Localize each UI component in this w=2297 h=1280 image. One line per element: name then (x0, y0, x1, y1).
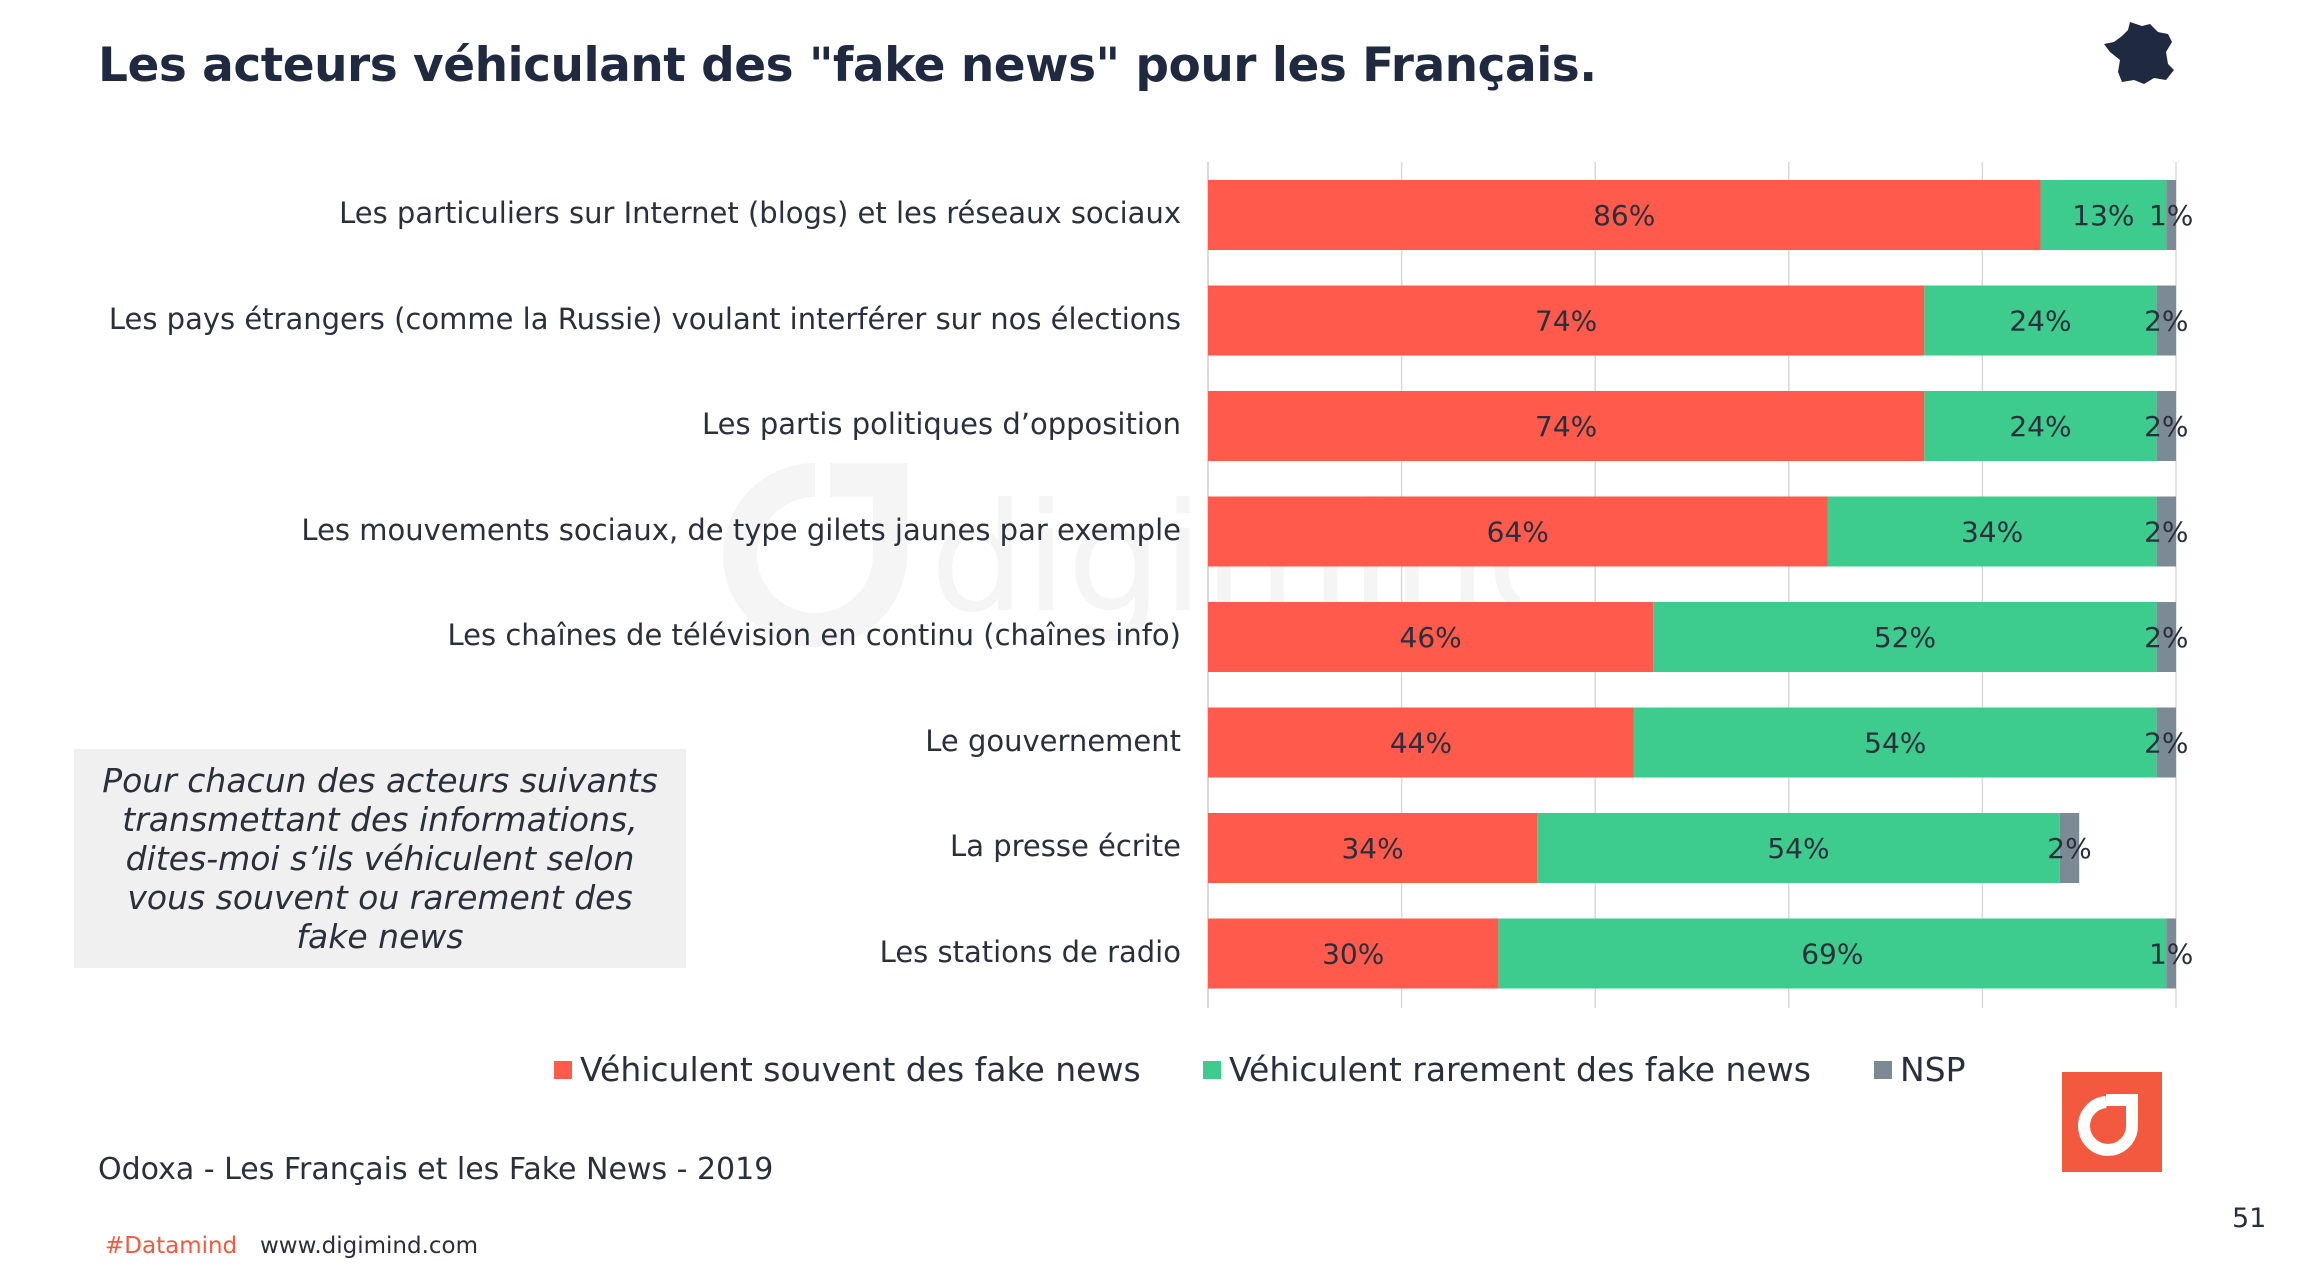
bar-segment-rarement (1924, 391, 2157, 461)
data-label: 54% (1767, 832, 1829, 865)
data-label: 34% (1961, 516, 2023, 549)
bar-segment-rarement (1827, 496, 2157, 567)
bar-segment-nsp (2156, 285, 2176, 356)
legend-item-souvent: Véhiculent souvent des fake news (554, 1050, 1141, 1089)
data-label: 2% (2144, 410, 2188, 443)
bar-segment-souvent (1208, 918, 1499, 989)
data-label: 24% (2009, 305, 2071, 338)
category-label: Les pays étrangers (comme la Russie) vou… (108, 301, 1181, 336)
bar-segment-rarement (2040, 180, 2167, 250)
category-label: La presse écrite (950, 829, 1181, 863)
bar-segment-nsp (2166, 180, 2176, 250)
legend-swatch-rarement (1203, 1060, 1221, 1079)
data-label: 1% (2149, 938, 2193, 971)
data-label: 74% (1535, 410, 1597, 443)
category-label: Le gouvernement (925, 723, 1181, 758)
data-label: 74% (1535, 305, 1597, 338)
france-map-icon (2104, 22, 2174, 84)
footer-url[interactable]: www.digimind.com (260, 1233, 479, 1259)
legend-label-rarement: Véhiculent rarement des fake news (1229, 1050, 1811, 1089)
data-label: 2% (2144, 516, 2188, 549)
legend: Véhiculent souvent des fake news Véhicul… (0, 1050, 2297, 1094)
category-label: Les partis politiques d’opposition (702, 407, 1181, 441)
data-label: 24% (2009, 410, 2071, 443)
bar-segment-souvent (1208, 602, 1654, 672)
data-label: 13% (2072, 199, 2134, 232)
data-label: 1% (2149, 199, 2193, 232)
bar-segment-rarement (1653, 602, 2157, 672)
data-label: 34% (1341, 832, 1403, 865)
bar-segment-rarement (1498, 918, 2167, 989)
data-label: 54% (1864, 727, 1926, 760)
footer-hashtag[interactable]: #Datamind (105, 1233, 238, 1259)
data-label: 2% (2144, 727, 2188, 760)
legend-label-nsp: NSP (1900, 1050, 1966, 1089)
page-number: 51 (2232, 1203, 2267, 1234)
data-label: 30% (1322, 938, 1384, 971)
data-label: 69% (1801, 938, 1863, 971)
bar-segment-souvent (1208, 813, 1538, 883)
bar-segment-nsp (2156, 602, 2176, 672)
data-label: 2% (2144, 305, 2188, 338)
bar-segment-nsp (2166, 918, 2176, 989)
bar-segment-nsp (2156, 496, 2176, 567)
data-label: 44% (1390, 727, 1452, 760)
bar-segment-souvent (1208, 391, 1925, 461)
bar-segment-nsp (2156, 391, 2176, 461)
category-label: Les mouvements sociaux, de type gilets j… (301, 512, 1181, 547)
source-text: Odoxa - Les Français et les Fake News - … (98, 1152, 774, 1187)
bar-segment-souvent (1208, 496, 1828, 567)
legend-swatch-souvent (554, 1060, 572, 1079)
bar-segment-nsp (2059, 813, 2080, 883)
bar-segment-rarement (1537, 813, 2060, 883)
bar-segment-rarement (1924, 285, 2157, 356)
legend-label-souvent: Véhiculent souvent des fake news (580, 1050, 1141, 1089)
bar-segment-rarement (1633, 707, 2157, 778)
data-label: 86% (1593, 199, 1655, 232)
data-label: 52% (1874, 621, 1936, 654)
category-label: Les particuliers sur Internet (blogs) et… (339, 196, 1181, 230)
question-box: Pour chacun des acteurs suivants transme… (74, 749, 686, 968)
data-label: 2% (2047, 832, 2091, 865)
data-label: 46% (1400, 621, 1462, 654)
data-label: 2% (2144, 621, 2188, 654)
legend-item-rarement: Véhiculent rarement des fake news (1203, 1050, 1811, 1089)
bar-segment-souvent (1208, 285, 1925, 356)
category-label: Les stations de radio (879, 934, 1181, 969)
page-title: Les acteurs véhiculant des "fake news" p… (98, 38, 1597, 93)
bar-segment-souvent (1208, 707, 1634, 778)
digimind-logo-icon (2062, 1072, 2162, 1172)
category-label: Les chaînes de télévision en continu (ch… (447, 618, 1181, 652)
legend-item-nsp: NSP (1874, 1050, 1966, 1089)
bar-segment-nsp (2156, 707, 2176, 778)
stacked-bar-chart: 86% 13% 1% 74% 24% 2% 74% 24% 2% 64% 34% 2% 46% 52% 2%… (1207, 162, 2193, 1008)
data-label: 64% (1487, 516, 1549, 549)
bar-segment-souvent (1208, 180, 2041, 250)
legend-swatch-nsp (1874, 1060, 1892, 1079)
